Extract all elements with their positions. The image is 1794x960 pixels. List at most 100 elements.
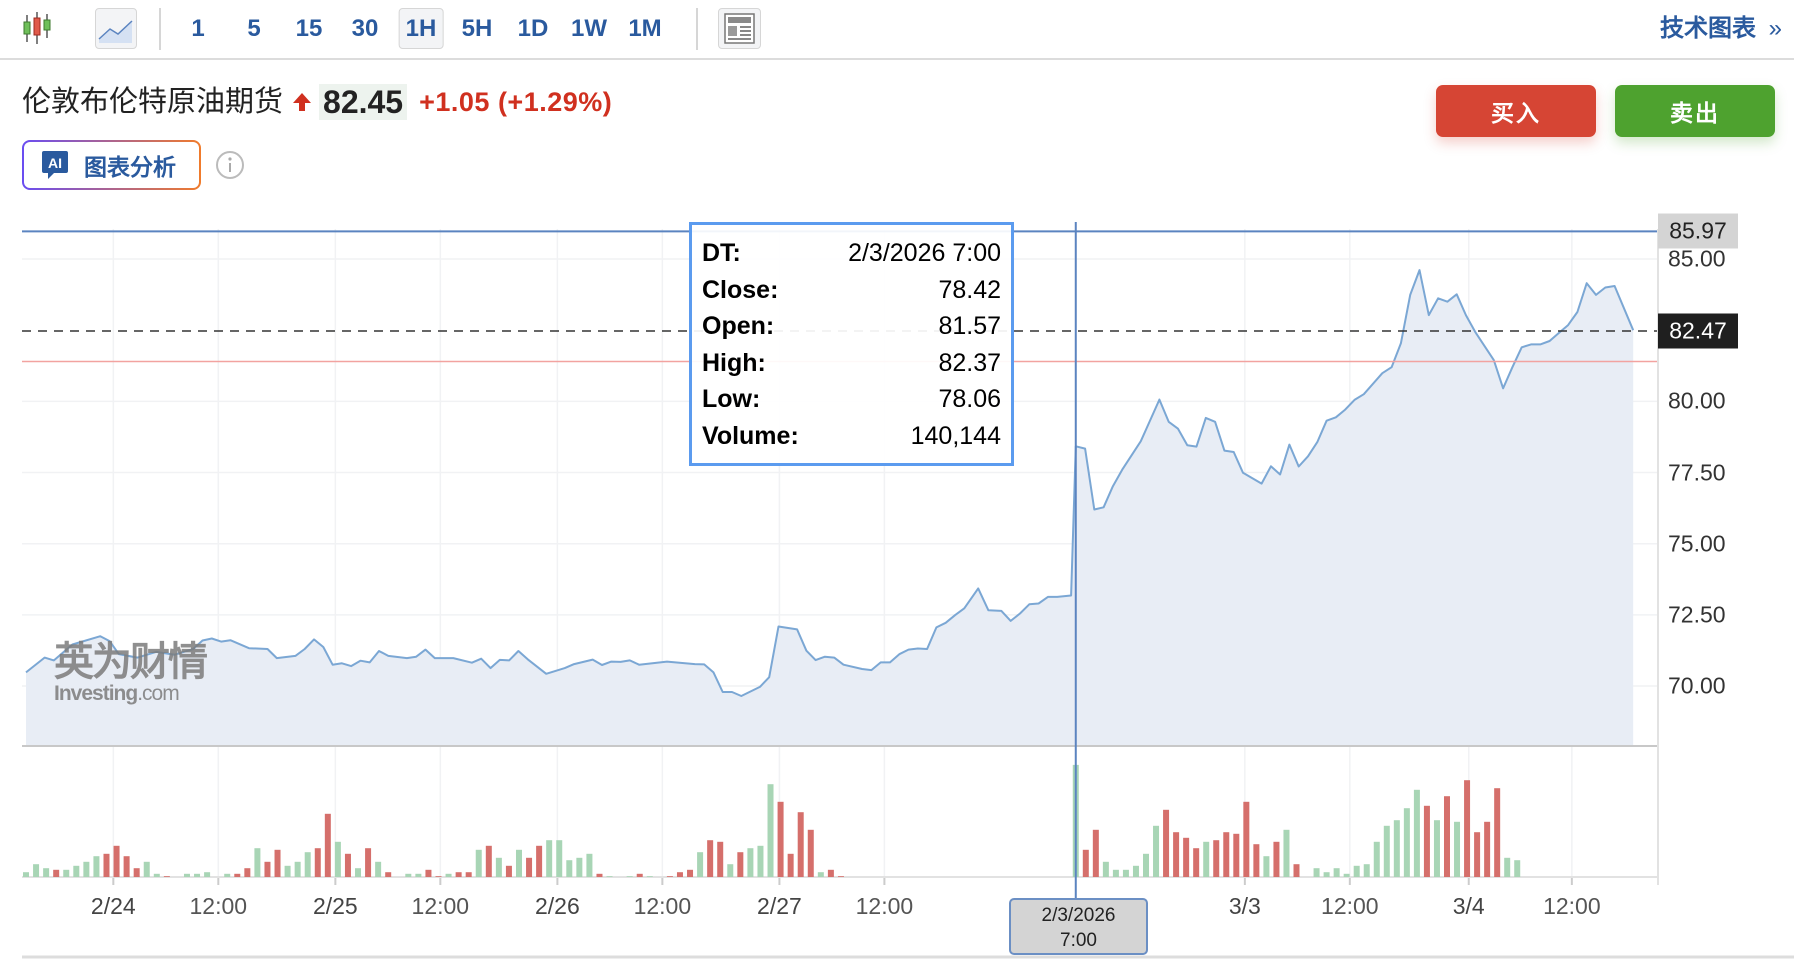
interval-1[interactable]: 1 xyxy=(191,15,205,42)
volume-bar xyxy=(294,861,301,877)
volume-bar xyxy=(103,853,110,877)
volume-bar xyxy=(344,853,351,877)
interval-1d[interactable]: 1D xyxy=(517,15,549,42)
volume-bar xyxy=(546,840,553,877)
volume-bar xyxy=(817,872,824,877)
tooltip-key: Low: xyxy=(702,385,761,413)
volume-bar xyxy=(1413,789,1420,877)
arrow-up-icon xyxy=(293,93,312,111)
volume-bar xyxy=(314,848,321,877)
interval-1h[interactable]: 1H xyxy=(398,8,444,49)
volume-bar xyxy=(1383,825,1390,877)
double-chevron-right-icon: » xyxy=(1768,15,1782,42)
x-axis-label: 12:00 xyxy=(411,893,470,919)
interval-5h[interactable]: 5H xyxy=(461,15,493,42)
tooltip-value: 140,144 xyxy=(910,421,1001,450)
data-tooltip: DT: 2/3/2026 7:00 Close: 78.42 Open: 81.57 Hig… xyxy=(689,222,1014,466)
volume-bar xyxy=(596,873,603,877)
last-price-tag: 82.47 xyxy=(1658,313,1738,349)
volume-bar xyxy=(43,868,50,877)
candlestick-chart-button[interactable] xyxy=(18,8,58,49)
volume-bar xyxy=(1393,820,1400,877)
info-icon[interactable] xyxy=(215,150,245,180)
technical-chart-label: 技术图表 xyxy=(1659,15,1756,42)
chart-toolbar: 1 5 15 30 1H 5H 1D 1W 1M 技术图表 » xyxy=(0,0,1794,60)
tooltip-key: Close: xyxy=(702,275,779,304)
sell-button[interactable]: 卖出 xyxy=(1615,85,1775,137)
volume-bar xyxy=(717,841,724,877)
volume-bar xyxy=(515,849,522,877)
volume-bar xyxy=(1223,832,1230,877)
volume-bar xyxy=(727,864,734,877)
volume-bar xyxy=(1102,861,1109,877)
technical-chart-link[interactable]: 技术图表 » xyxy=(1660,12,1782,46)
volume-bar xyxy=(53,869,60,877)
volume-bar xyxy=(797,812,804,877)
instrument-name: 伦敦布伦特原油期货 xyxy=(22,86,284,118)
y-axis-label: 70.00 xyxy=(1668,672,1726,699)
interval-15[interactable]: 15 xyxy=(295,15,323,42)
volume-bar xyxy=(123,856,130,877)
buy-button[interactable]: 买入 xyxy=(1436,85,1596,137)
volume-bar xyxy=(1213,840,1220,877)
volume-bar xyxy=(767,784,774,877)
candlestick-chart-icon xyxy=(23,12,51,44)
volume-bar xyxy=(1233,833,1240,877)
watermark-cn: 英为财情 xyxy=(54,640,208,684)
volume-bar xyxy=(224,873,231,877)
volume-bar xyxy=(465,872,472,877)
volume-bar xyxy=(505,865,512,877)
volume-bar xyxy=(194,873,201,877)
volume-bar xyxy=(837,876,844,877)
volume-bar xyxy=(1443,796,1450,877)
ai-chat-icon: AI xyxy=(42,151,68,179)
volume-bar xyxy=(697,852,704,877)
volume-bar xyxy=(1273,841,1280,877)
interval-1w[interactable]: 1W xyxy=(571,15,607,42)
volume-bar xyxy=(1343,873,1350,877)
volume-bar xyxy=(485,845,492,877)
x-axis-label: 12:00 xyxy=(1321,893,1379,919)
volume-bar xyxy=(1283,829,1290,877)
x-axis-label: 2/27 xyxy=(757,893,802,919)
volume-bar xyxy=(1163,809,1170,877)
volume-bar xyxy=(646,876,653,877)
volume-bar xyxy=(234,873,241,877)
volume-bar xyxy=(787,853,794,877)
interval-5[interactable]: 5 xyxy=(247,15,261,42)
volume-bar xyxy=(827,869,834,877)
volume-bar xyxy=(83,861,90,877)
toolbar-divider xyxy=(696,8,698,50)
volume-bar xyxy=(1173,832,1180,877)
volume-bar xyxy=(807,829,814,877)
volume-bar xyxy=(183,873,190,877)
volume-bar xyxy=(757,845,764,877)
investing-watermark: 英为财情 Investing.com xyxy=(54,640,208,704)
volume-bar xyxy=(687,869,694,877)
volume-bar xyxy=(576,857,583,877)
layout-button[interactable] xyxy=(718,8,761,49)
volume-bar xyxy=(1454,821,1461,877)
volume-bar xyxy=(133,868,140,877)
x-axis-label: 12:00 xyxy=(633,893,692,919)
volume-bar xyxy=(455,872,462,877)
ai-chart-analysis-button[interactable]: AI 图表分析 xyxy=(22,140,201,190)
volume-bar xyxy=(707,840,714,877)
volume-bar xyxy=(1183,837,1190,877)
volume-bar xyxy=(737,852,744,877)
interval-1m[interactable]: 1M xyxy=(628,15,662,42)
volume-bar xyxy=(33,864,40,877)
volume-bar xyxy=(1153,825,1160,877)
volume-bar xyxy=(153,873,160,877)
volume-bar xyxy=(1313,868,1320,877)
volume-bar xyxy=(1484,821,1491,877)
area-chart-button[interactable] xyxy=(95,8,137,49)
tooltip-key: DT: xyxy=(702,239,741,267)
interval-30[interactable]: 30 xyxy=(351,15,379,42)
volume-bar xyxy=(1143,853,1150,877)
change-percent: (+1.29%) xyxy=(497,87,613,117)
volume-bar xyxy=(1243,801,1250,877)
volume-bar xyxy=(435,876,442,877)
volume-bar xyxy=(143,861,150,877)
